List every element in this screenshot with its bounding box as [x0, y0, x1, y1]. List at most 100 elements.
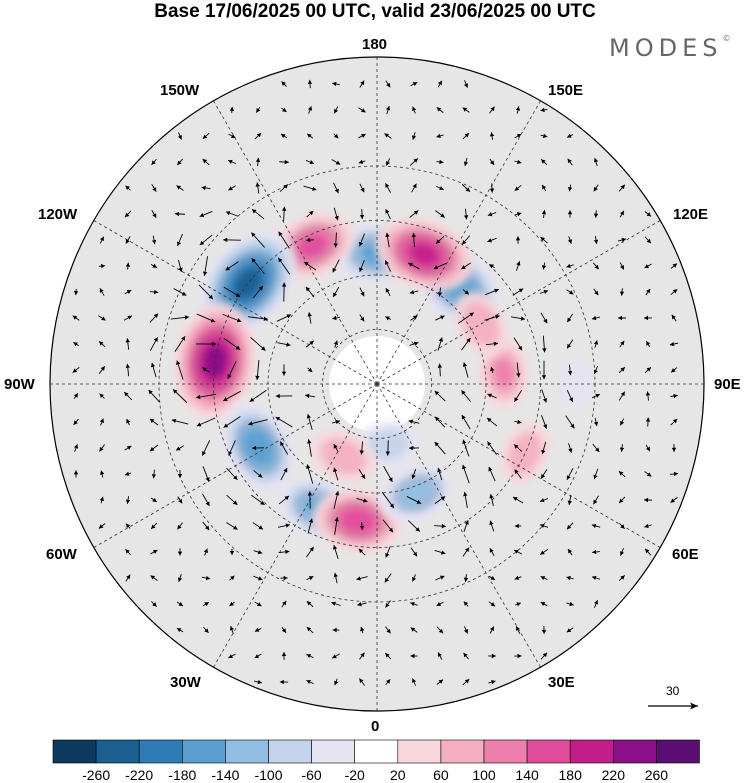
- wind-arrow-head: [275, 393, 280, 399]
- wind-arrow-head: [438, 337, 443, 342]
- wind-arrow-head: [235, 345, 241, 350]
- wind-arrow-head: [254, 654, 260, 658]
- wind-arrow-head: [540, 498, 545, 503]
- wind-arrow-head: [566, 628, 572, 633]
- wind-arrow-head: [646, 238, 651, 244]
- wind-arrow-head: [126, 418, 131, 424]
- meridian-line: [376, 100, 541, 385]
- wind-arrow-head: [440, 496, 446, 501]
- wind-arrow-head: [227, 374, 232, 379]
- wind-arrow-head: [363, 498, 368, 503]
- wind-arrow-head: [384, 577, 389, 583]
- lon-label-0: 0: [371, 718, 380, 735]
- wind-arrow-head: [334, 188, 339, 194]
- wind-arrow-head: [489, 188, 495, 193]
- wind-arrow-head: [151, 239, 157, 245]
- wind-arrow-head: [229, 106, 235, 112]
- wind-arrow-head: [73, 290, 79, 296]
- wind-arrow-head: [462, 362, 468, 367]
- wind-arrow-head: [124, 471, 130, 476]
- wind-arrow-head: [149, 446, 155, 452]
- colorbar-swatch: [440, 739, 485, 764]
- wind-arrow-head: [252, 209, 257, 214]
- wind-arrow-head: [469, 312, 474, 317]
- wind-arrow-head: [567, 186, 573, 192]
- wind-arrow-head: [620, 340, 625, 346]
- lon-label-30e: 30E: [548, 674, 575, 691]
- colorbar-tick-label: 140: [515, 767, 539, 783]
- wind-arrow-head: [409, 289, 415, 295]
- wind-arrow-head: [416, 499, 422, 504]
- wind-arrow-head: [539, 523, 545, 529]
- wind-arrow-head: [127, 315, 132, 320]
- wind-arrow-head: [489, 132, 495, 137]
- wind-arrow-head: [620, 524, 625, 529]
- colorbar-swatch: [138, 739, 183, 764]
- wind-arrow-head: [248, 421, 253, 426]
- meridian-line: [376, 383, 541, 668]
- wind-arrow-head: [619, 447, 625, 452]
- wind-arrow-head: [196, 422, 202, 427]
- wind-arrow-head: [332, 267, 337, 273]
- wind-arrow-head: [620, 184, 625, 190]
- colorbar-tick-label: -260: [82, 767, 111, 783]
- wind-arrow-head: [514, 523, 519, 529]
- wind-arrow-head: [308, 518, 314, 523]
- colorbar-swatch: [268, 739, 312, 764]
- wind-arrow-head: [223, 396, 228, 401]
- wind-arrow-head: [487, 393, 492, 398]
- wind-arrow-head: [359, 525, 365, 530]
- wind-arrow-head: [229, 601, 234, 606]
- wind-arrow-head: [386, 161, 390, 166]
- wind-arrow-head: [307, 312, 312, 317]
- wind-arrow-head: [307, 491, 313, 496]
- wind-arrow-head: [385, 209, 390, 214]
- colorbar-swatch: [354, 739, 399, 764]
- wind-arrow-head: [202, 451, 207, 456]
- wind-arrow-head: [255, 157, 261, 163]
- wind-arrow-head: [360, 316, 365, 322]
- wind-arrow-head: [360, 652, 365, 658]
- wind-arrow-head: [331, 601, 336, 606]
- wind-arrow-head: [306, 680, 311, 685]
- wind-arrow-head: [411, 135, 417, 140]
- wind-arrow-head: [254, 627, 260, 632]
- wind-arrow-head: [335, 419, 340, 425]
- wind-arrow-head: [412, 551, 418, 557]
- wind-arrow-head: [462, 464, 467, 470]
- wind-arrow-head: [593, 421, 599, 427]
- wind-arrow-head: [201, 185, 206, 191]
- wind-arrow-head: [228, 186, 233, 191]
- wind-arrow-head: [384, 133, 390, 138]
- wind-arrow-head: [333, 467, 338, 473]
- wind-arrow-head: [230, 575, 235, 581]
- wind-arrow-head: [100, 366, 105, 371]
- wind-arrow-head: [515, 626, 520, 631]
- wind-arrow-head: [385, 653, 390, 658]
- lon-label-90w: 90W: [4, 376, 35, 393]
- wind-arrow-head: [412, 183, 417, 189]
- wind-arrow-head: [360, 626, 365, 632]
- wind-arrow-head: [257, 576, 263, 581]
- wind-arrow-head: [593, 474, 598, 480]
- wind-arrow-head: [388, 477, 393, 482]
- wind-arrow-head: [541, 449, 546, 455]
- wind-arrow-head: [488, 466, 493, 472]
- colorbar-swatch: [311, 739, 356, 764]
- wind-arrow-head: [412, 576, 417, 582]
- wind-arrow-head: [461, 414, 466, 420]
- wind-arrow-head: [360, 187, 365, 193]
- wind-arrow-head: [305, 393, 310, 399]
- wind-arrow-head: [126, 445, 132, 450]
- wind-arrow-head: [441, 550, 446, 555]
- colorbar-tick-label: 260: [644, 767, 669, 783]
- wind-arrow-head: [463, 601, 469, 606]
- wind-arrow-head: [236, 318, 242, 323]
- colorbar-swatch: [612, 739, 657, 764]
- wind-arrow-head: [283, 467, 288, 473]
- wind-arrow-head: [283, 184, 288, 189]
- wind-arrow-head: [593, 499, 598, 505]
- wind-arrow-head: [359, 450, 364, 455]
- wind-arrow-head: [567, 317, 572, 323]
- wind-arrow-head: [464, 547, 470, 553]
